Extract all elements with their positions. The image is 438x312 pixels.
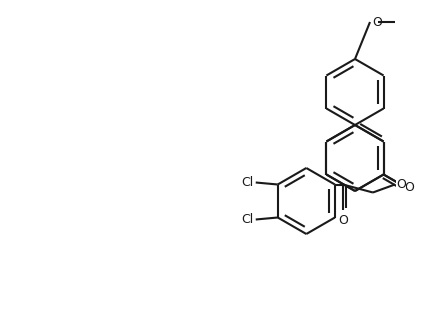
Text: Cl: Cl — [241, 176, 254, 189]
Text: O: O — [372, 16, 382, 28]
Text: O: O — [396, 178, 406, 191]
Text: Cl: Cl — [241, 213, 254, 226]
Text: O: O — [338, 213, 348, 227]
Text: O: O — [405, 181, 414, 194]
